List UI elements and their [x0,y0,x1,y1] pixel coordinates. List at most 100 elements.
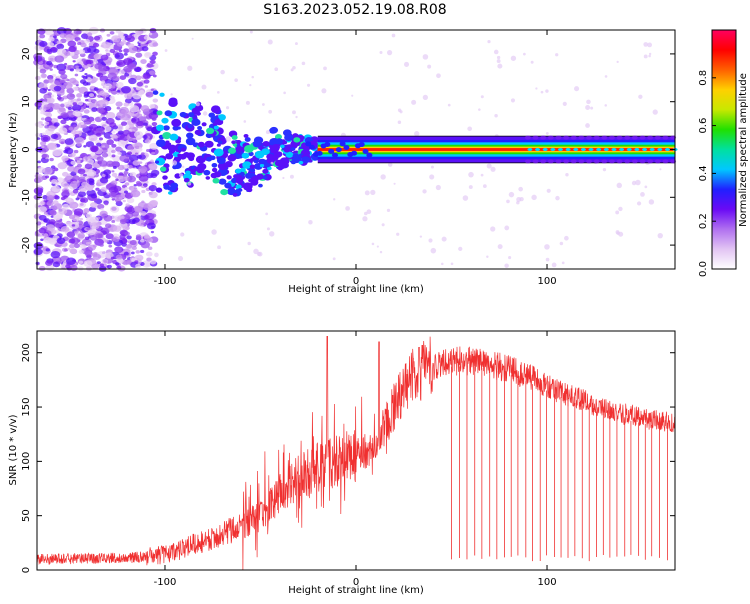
spectrogram-blob [86,63,92,68]
spectrogram-blob [162,132,172,140]
snr-y-ticks: 0 50 100 150 200 [21,343,675,573]
spectrogram-faint-blob [220,69,225,75]
spectrogram-blob [82,75,88,80]
transition-blob [305,141,312,147]
spectrogram-faint-blob [602,168,607,172]
spectrogram-blob [136,154,142,159]
spectrogram-blob [40,238,44,242]
spectrogram-blob [258,183,263,188]
spectrogram-blob [67,40,77,47]
spectrogram-blob [135,234,142,239]
spectrogram-blob [83,260,93,267]
spectrogram-faint-blob [530,60,534,64]
ripple-blob [550,148,556,151]
spectrogram-faint-blob [363,211,368,216]
spectrogram-blob [74,112,81,117]
spectrogram-blob [66,231,76,238]
y-tick-label: 100 [21,452,32,471]
spectrogram-blob [117,258,124,264]
spectrogram-blob [127,145,134,151]
spectrogram-blob [108,244,113,248]
spectrogram-blob [77,39,82,43]
spectrogram-blob [54,79,62,86]
spectrogram-blob [118,49,123,53]
spectrogram-faint-blob [268,109,273,114]
spectrogram-faint-blob [508,191,515,198]
ripple-blob [570,159,577,164]
spectrogram-blob [100,54,109,61]
spectrogram-faint-blob [545,89,549,93]
spectrogram-blob [76,160,81,164]
spectrogram-blob [123,102,130,107]
spectrogram-blob [122,260,129,266]
spectrogram-faint-blob [616,182,622,189]
spectrogram-faint-blob [467,126,473,132]
spectrogram-blob [124,182,130,186]
spectrogram-blob [152,51,158,56]
spectrogram-blob [37,28,46,35]
spectrogram-blob [88,93,95,98]
spectrogram-blob [130,189,141,198]
spectrogram-blob [134,152,139,155]
spectrogram-faint-blob [306,83,311,87]
spectrogram-faint-blob [154,252,159,258]
spectrogram-faint-blob [586,99,591,105]
spectrogram-faint-blob [393,182,396,185]
spectrogram-scatter [33,26,663,272]
spectrogram-blob [50,215,54,218]
spectrogram-blob [75,34,79,38]
spectrogram-faint-blob [523,52,526,56]
spectrogram-blob [106,139,114,145]
spectrogram-blob [127,35,132,39]
spectrogram-blob [89,145,99,152]
spectrogram-blob [155,139,166,148]
spectrogram-blob [84,236,90,240]
spectrogram-blob [150,213,157,218]
spectrogram-blob [75,197,80,201]
spectrogram-faint-blob [386,208,391,213]
spectrogram-blob [282,140,288,145]
spectrogram-blob [40,134,51,143]
spectrogram-blob [87,55,92,59]
spectrogram-blob [242,161,252,169]
spectrogram-faint-blob [430,165,434,169]
spectrogram-blob [231,135,238,140]
spectrogram-blob [79,202,84,206]
spectrogram-blob [252,140,262,148]
spectrogram-blob [259,158,266,165]
spectrogram-blob [67,247,71,251]
spectrogram-blob [55,229,61,234]
spectrogram-blob [47,78,54,83]
spectrogram-blob [141,260,152,268]
spectrogram-blob [92,253,102,260]
spectrogram-faint-blob [648,54,651,58]
spectrogram-blob [68,214,76,220]
spectrogram-blob [48,36,55,42]
spectrogram-blob [52,200,59,205]
spectrogram-faint-blob [604,75,608,78]
spectrogram-blob [123,48,130,53]
ripple-blob [547,135,554,140]
spectrogram-blob [72,60,76,63]
spectrogram-faint-blob [518,186,523,192]
spectrogram-faint-blob [496,59,501,64]
ripple-blob [608,135,615,140]
spectrogram-blob [84,249,93,256]
ripple-blob [540,159,547,164]
spectrogram-blob [211,162,218,168]
spectrogram-blob [224,182,232,189]
spectrogram-blob [60,119,67,125]
spectrogram-blob [87,229,96,236]
spectrogram-blob [114,194,123,202]
spectrogram-faint-blob [480,173,484,177]
ripple-blob [654,159,661,164]
spectrogram-blob [35,75,41,81]
spectrogram-blob [99,210,108,217]
spectrogram-faint-blob [364,190,370,196]
spectrogram-faint-blob [652,109,658,115]
ripple-blob [639,135,646,140]
spectrogram-blob [113,185,122,192]
spectrogram-blob [298,160,304,165]
spectrogram-blob [103,215,113,222]
